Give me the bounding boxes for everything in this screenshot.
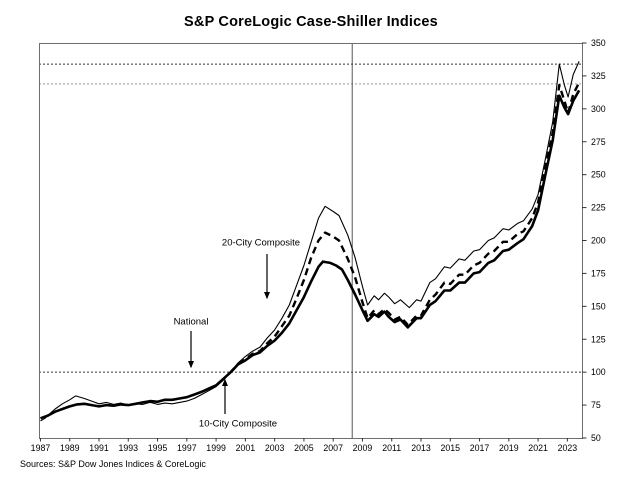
y-tick-label: 325 (591, 71, 606, 81)
x-tick-label: 2003 (265, 443, 285, 453)
y-tick-label: 50 (591, 433, 601, 443)
x-tick-label: 1987 (31, 443, 51, 453)
series-line-10-city-composite (40, 61, 580, 422)
annotation-10-city-composite: 10-City Composite (198, 418, 278, 430)
y-tick-label: 125 (591, 334, 606, 344)
annotation-20-city-composite: 20-City Composite (221, 237, 301, 249)
x-tick-label: 2007 (323, 443, 343, 453)
x-tick-label: 1995 (148, 443, 168, 453)
x-tick-label: 2017 (470, 443, 490, 453)
x-tick-label: 1997 (177, 443, 197, 453)
x-tick-label: 2019 (499, 443, 519, 453)
x-tick-label: 2011 (382, 443, 401, 453)
y-tick-label: 75 (591, 400, 601, 410)
y-tick-label: 175 (591, 268, 606, 278)
x-tick-label: 2015 (440, 443, 460, 453)
series-line-national (40, 89, 581, 420)
x-tick-label: 1991 (89, 443, 109, 453)
x-tick-label: 1989 (60, 443, 80, 453)
y-tick-label: 250 (591, 170, 606, 180)
x-tick-label: 2013 (411, 443, 431, 453)
x-tick-label: 2021 (528, 443, 548, 453)
x-tick-label: 1999 (206, 443, 226, 453)
y-tick-label: 150 (591, 301, 606, 311)
series-line-20-city-composite (229, 81, 581, 374)
y-tick-label: 350 (591, 38, 606, 48)
y-tick-label: 225 (591, 203, 606, 213)
x-tick-label: 2009 (353, 443, 373, 453)
x-tick-label: 2001 (236, 443, 256, 453)
x-tick-label: 2005 (294, 443, 314, 453)
annotation-national: National (173, 316, 209, 328)
y-tick-label: 275 (591, 137, 606, 147)
chart-title: S&P CoreLogic Case-Shiller Indices (184, 14, 438, 30)
y-tick-label: 300 (591, 104, 606, 114)
x-tick-label: 1993 (118, 443, 138, 453)
y-tick-label: 200 (591, 236, 606, 246)
source-note: Sources: S&P Dow Jones Indices & CoreLog… (20, 459, 206, 469)
y-tick-label: 100 (591, 367, 606, 377)
x-tick-label: 2023 (558, 443, 578, 453)
